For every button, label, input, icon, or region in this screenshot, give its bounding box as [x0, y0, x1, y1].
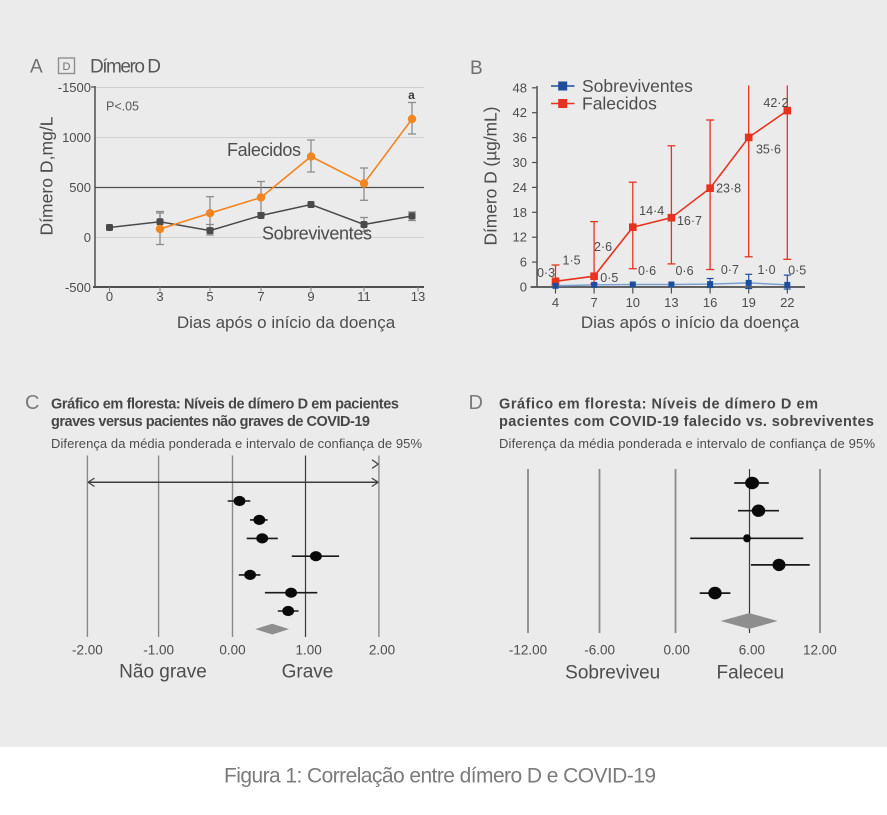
svg-text:1·5: 1·5 — [563, 253, 581, 267]
svg-text:0: 0 — [84, 230, 91, 245]
svg-text:0.00: 0.00 — [219, 643, 245, 658]
svg-text:7: 7 — [590, 295, 597, 310]
svg-text:16·7: 16·7 — [677, 214, 702, 228]
svg-text:Dímero D: Dímero D — [90, 57, 161, 78]
svg-text:Diferença da média ponderada e: Diferença da média ponderada e intervalo… — [499, 436, 875, 451]
svg-text:4: 4 — [552, 295, 559, 310]
svg-text:-12.00: -12.00 — [509, 643, 547, 658]
svg-text:-1.00: -1.00 — [143, 643, 174, 658]
svg-text:Gráfico em floresta: Níveis d: Gráfico em floresta: Níveis de dímero D … — [499, 397, 818, 413]
svg-text:42: 42 — [513, 105, 527, 120]
svg-text:0·6: 0·6 — [675, 264, 693, 278]
svg-text:Gráfico em floresta: Níveis d: Gráfico em floresta: Níveis de dímero D … — [51, 397, 399, 413]
svg-text:42·2: 42·2 — [763, 96, 788, 110]
svg-text:A: A — [30, 57, 43, 78]
svg-text:pacientes com COVID-19 falecid: pacientes com COVID-19 falecido vs. sobr… — [499, 414, 874, 430]
svg-text:30: 30 — [513, 155, 527, 170]
svg-text:0·5: 0·5 — [600, 271, 618, 285]
svg-text:23·8: 23·8 — [716, 182, 741, 196]
svg-text:12.00: 12.00 — [803, 643, 837, 658]
svg-text:Dímero D,mg/L: Dímero D,mg/L — [37, 116, 57, 235]
svg-text:Figura 1: Correlação entre dím: Figura 1: Correlação entre dímero D e CO… — [224, 765, 656, 788]
svg-text:-1500: -1500 — [58, 80, 91, 95]
svg-text:a: a — [408, 88, 415, 102]
svg-text:13: 13 — [664, 295, 678, 310]
svg-text:48: 48 — [513, 80, 527, 95]
svg-text:D: D — [63, 61, 71, 73]
svg-text:18: 18 — [513, 205, 527, 220]
svg-text:9: 9 — [307, 289, 314, 304]
svg-text:Falecidos: Falecidos — [227, 140, 301, 160]
svg-text:0.00: 0.00 — [664, 643, 690, 658]
svg-text:Dias após o início da doença: Dias após o início da doença — [177, 313, 396, 332]
svg-text:Grave: Grave — [282, 662, 334, 683]
svg-text:35·6: 35·6 — [756, 143, 781, 157]
svg-text:24: 24 — [513, 180, 527, 195]
svg-text:6.00: 6.00 — [739, 643, 765, 658]
svg-text:10: 10 — [626, 295, 640, 310]
svg-text:D: D — [469, 392, 483, 414]
svg-text:7: 7 — [257, 289, 264, 304]
svg-text:12: 12 — [513, 230, 527, 245]
svg-text:Sobreviventes: Sobreviventes — [582, 76, 693, 96]
svg-text:36: 36 — [513, 130, 527, 145]
svg-text:Não grave: Não grave — [119, 662, 207, 683]
svg-text:0: 0 — [520, 280, 527, 295]
svg-text:1·0: 1·0 — [757, 263, 775, 277]
svg-text:1000: 1000 — [62, 130, 91, 145]
svg-text:Faleceu: Faleceu — [716, 663, 784, 684]
svg-text:1.00: 1.00 — [295, 643, 321, 658]
svg-text:-500: -500 — [65, 280, 91, 295]
svg-text:0·6: 0·6 — [638, 264, 656, 278]
svg-text:0: 0 — [106, 289, 113, 304]
svg-text:19: 19 — [741, 295, 755, 310]
svg-text:-2.00: -2.00 — [72, 643, 103, 658]
svg-text:5: 5 — [206, 289, 213, 304]
svg-text:C: C — [25, 392, 39, 414]
svg-text:2.00: 2.00 — [369, 643, 395, 658]
svg-text:-6.00: -6.00 — [584, 643, 615, 658]
svg-text:3: 3 — [156, 289, 163, 304]
svg-text:B: B — [470, 58, 483, 79]
svg-text:Dias após o início da doença: Dias após o início da doença — [581, 313, 800, 332]
svg-text:16: 16 — [703, 295, 717, 310]
svg-text:0·3: 0·3 — [537, 266, 555, 280]
svg-text:11: 11 — [357, 289, 371, 304]
svg-text:0·5: 0·5 — [788, 264, 806, 278]
svg-text:0·7: 0·7 — [721, 263, 739, 277]
svg-text:6: 6 — [520, 255, 527, 270]
svg-text:P<.05: P<.05 — [106, 100, 139, 114]
svg-text:Sobreviventes: Sobreviventes — [262, 224, 372, 244]
svg-text:13: 13 — [411, 289, 425, 304]
svg-text:Dímero D (µg/mL): Dímero D (µg/mL) — [481, 107, 501, 246]
svg-text:14·4: 14·4 — [639, 204, 664, 218]
svg-text:Diferença da média ponderada e: Diferença da média ponderada e intervalo… — [51, 436, 422, 451]
svg-text:Falecidos: Falecidos — [582, 94, 657, 114]
svg-text:graves versus pacientes não gr: graves versus pacientes não graves de CO… — [51, 414, 370, 430]
svg-text:22: 22 — [780, 295, 794, 310]
svg-text:Sobreviveu: Sobreviveu — [565, 663, 660, 684]
svg-text:500: 500 — [69, 180, 91, 195]
svg-text:2·6: 2·6 — [594, 240, 612, 254]
